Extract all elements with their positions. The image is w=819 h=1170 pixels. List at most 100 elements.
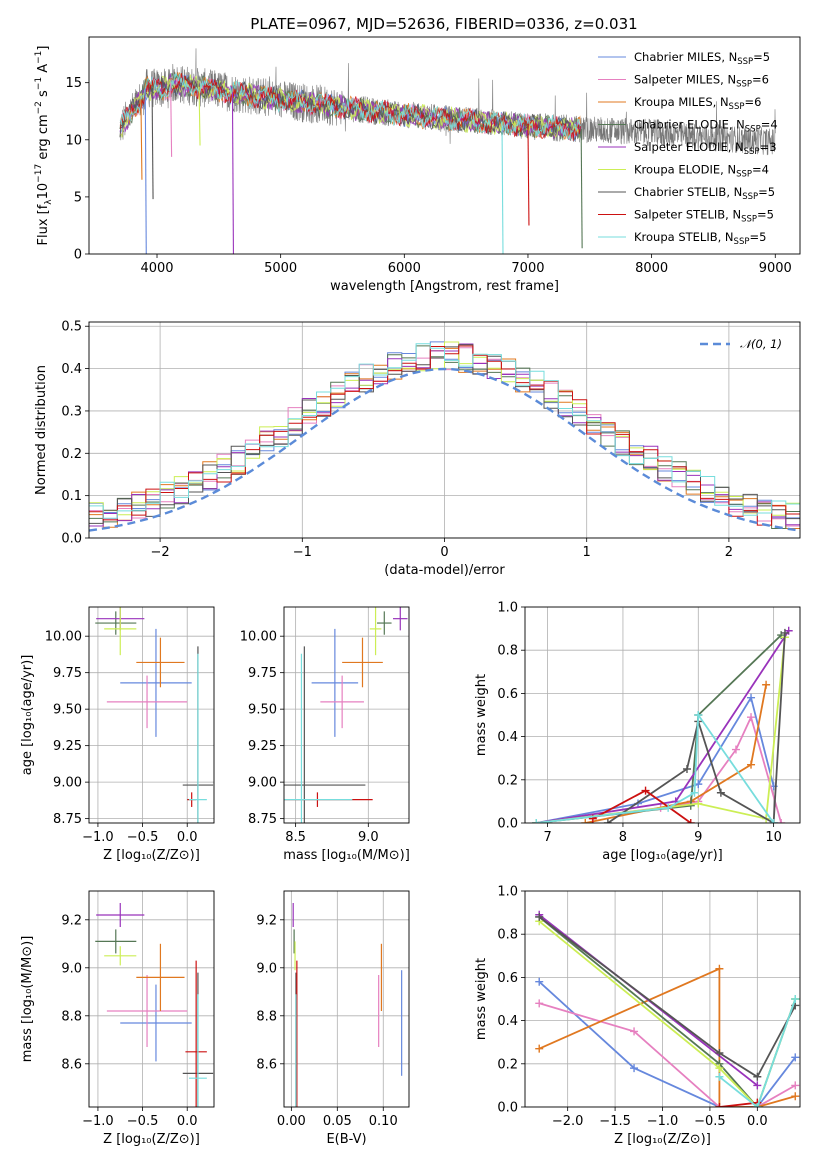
- y-tick-label: 0.8: [497, 928, 518, 943]
- absorption-line: [501, 123, 504, 254]
- y-tick-label: 0.4: [61, 362, 82, 377]
- y-axis-label-part: Flux [f: [36, 204, 51, 245]
- y-tick-label: 8.75: [53, 812, 82, 827]
- weight-point-marker: [715, 1064, 724, 1073]
- y-tick-label: 9.25: [248, 739, 277, 754]
- weight-point-marker: [630, 1027, 639, 1036]
- absorption-line: [144, 88, 147, 254]
- y-axis-label-part: s: [36, 90, 51, 101]
- mass-vs-metallicity-panel: −1.0 −0.5 0.0 8.6 8.8 9.0 9.2 Z [log₁₀(Z/Z⊙)] ma…: [20, 890, 215, 1147]
- weight-point-marker: [715, 1049, 724, 1057]
- weight-point-marker: [747, 693, 756, 702]
- x-axis-label: Z [log₁₀(Z/Z⊙)]: [614, 1132, 711, 1147]
- y-axis-label-part: −1: [34, 51, 44, 64]
- weight-point-marker: [535, 1044, 544, 1053]
- axes-frame: [283, 606, 410, 824]
- absorption-line: [231, 92, 234, 254]
- x-tick-label: 10: [765, 830, 782, 845]
- residual-histogram: [89, 343, 800, 519]
- y-axis-label: mass [log₁₀(M/M⊙)]: [20, 936, 35, 1063]
- legend-value: =5: [753, 50, 770, 64]
- weight-series-line: [536, 630, 790, 823]
- legend-entry: Salpeter STELIB, NSSP=5: [634, 208, 774, 225]
- residuals-panel: −2 −1 0 1 2 0.0 0.1 0.2 0.3 0.4 0.5 (data-model)/er…: [34, 320, 801, 578]
- age-vs-mass-panel: 8.5 9.0 8.75 9.00 9.25 9.50 9.75 10.00 mass [log…: [240, 606, 410, 863]
- x-tick-label: −1: [293, 545, 312, 560]
- weight-series-line: [538, 967, 796, 1107]
- weight-point-marker: [603, 819, 612, 823]
- y-tick-label: 1.0: [497, 885, 518, 900]
- plot-area: [525, 891, 800, 1107]
- legend-name: Chabrier MILES, N: [634, 50, 737, 64]
- y-tick-label: 0.1: [61, 489, 82, 504]
- legend-entry: Salpeter ELODIE, NSSP=3: [634, 140, 777, 157]
- weight-point-marker: [753, 1081, 762, 1090]
- legend-name: Salpeter ELODIE, N: [634, 140, 744, 154]
- weight-series-line: [536, 634, 782, 823]
- y-tick-label: 8.8: [61, 1009, 82, 1024]
- legend-entry: Kroupa ELODIE, NSSP=4: [634, 163, 769, 180]
- weight-point-marker: [532, 819, 541, 823]
- y-tick-label: 9.50: [53, 703, 82, 718]
- y-tick-label: 15: [65, 76, 82, 91]
- x-tick-label: 4000: [140, 261, 173, 276]
- model-spectrum-line: [119, 73, 581, 140]
- x-tick-label: −0.5: [127, 1114, 159, 1129]
- legend-subscript: SSP: [729, 102, 745, 112]
- y-tick-label: 1.0: [497, 601, 518, 616]
- legend-name: Salpeter MILES, N: [634, 73, 736, 87]
- y-tick-label: 9.00: [248, 776, 277, 791]
- x-tick-label: 5000: [264, 261, 297, 276]
- weight-point-marker: [694, 711, 703, 719]
- legend-entry: Kroupa STELIB, NSSP=5: [634, 230, 766, 247]
- axes-frame: [283, 890, 410, 1108]
- x-tick-label: 9000: [759, 261, 792, 276]
- x-tick-label: −1.5: [599, 1114, 631, 1129]
- plot-area: [89, 891, 214, 1107]
- legend-value: =4: [752, 163, 769, 177]
- weight-point-marker: [716, 788, 725, 797]
- weight-point-marker: [753, 1103, 762, 1107]
- y-tick-label: 0.0: [497, 817, 518, 832]
- x-axis-label: (data-model)/error: [384, 563, 505, 578]
- weight-series-line: [719, 1101, 758, 1107]
- x-axis-label: age [log₁₀(age/yr)]: [602, 848, 723, 863]
- absorption-line: [580, 129, 583, 249]
- weight-point-marker: [535, 912, 544, 921]
- x-tick-label: 0.0: [177, 830, 198, 845]
- plot-area: [525, 607, 800, 823]
- x-tick-label: −1.0: [82, 1114, 114, 1129]
- y-tick-label: 9.2: [256, 913, 277, 928]
- y-axis-label-part: erg cm: [36, 114, 51, 163]
- weight-point-marker: [777, 819, 786, 823]
- x-tick-label: 0.00: [277, 1114, 306, 1129]
- axes-frame: [524, 606, 801, 824]
- y-axis-label-part: −2: [34, 101, 44, 114]
- weight-point-marker: [731, 745, 740, 754]
- y-axis-label: Normed distribution: [34, 365, 49, 495]
- weight-point-marker: [747, 760, 756, 769]
- normal-curve: [89, 367, 800, 532]
- weight-point-marker: [791, 1081, 800, 1090]
- y-axis-label-part: A: [36, 64, 51, 77]
- y-tick-label: 8.6: [256, 1057, 277, 1072]
- x-tick-label: −1.0: [82, 830, 114, 845]
- y-tick-label: 9.50: [248, 703, 277, 718]
- absorption-line: [170, 82, 173, 157]
- y-tick-label: 0.4: [497, 730, 518, 745]
- weight-point-marker: [791, 1053, 800, 1062]
- x-tick-label: 8: [619, 830, 627, 845]
- y-tick-label: 0.8: [497, 644, 518, 659]
- axes-frame: [524, 890, 801, 1108]
- weight-series-line: [607, 632, 786, 823]
- y-tick-label: 8.8: [256, 1009, 277, 1024]
- y-tick-label: 9.75: [248, 666, 277, 681]
- x-tick-label: 1: [583, 545, 591, 560]
- weight-point-marker: [641, 786, 650, 795]
- legend-subscript: SSP: [736, 80, 752, 90]
- weight-point-marker: [686, 819, 695, 823]
- y-axis-label: age [log₁₀(age/yr)]: [20, 655, 35, 776]
- legend-subscript: SSP: [734, 237, 750, 247]
- weight-point-marker: [753, 1072, 762, 1081]
